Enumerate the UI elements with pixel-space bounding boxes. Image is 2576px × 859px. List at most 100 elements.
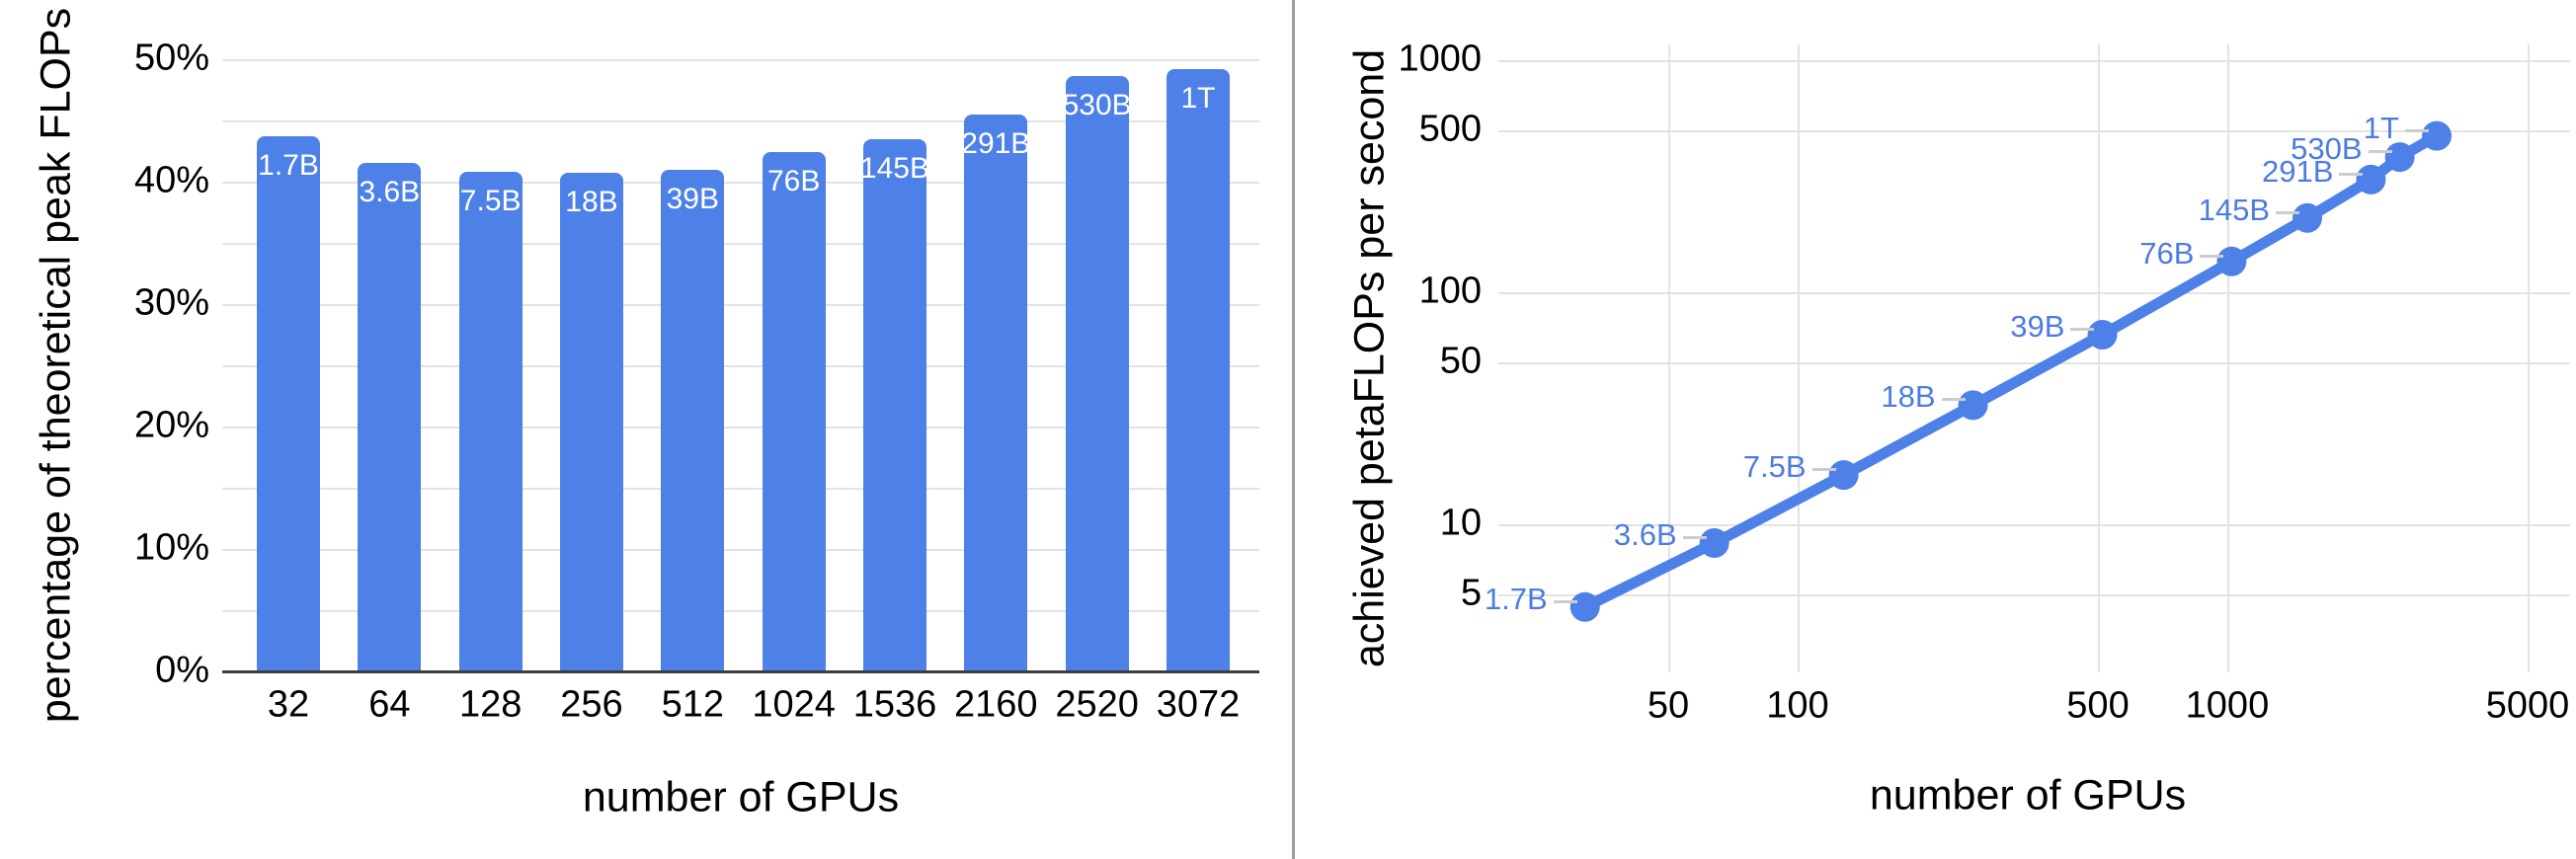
bar-value-label: 530B (1062, 89, 1132, 122)
bar-chart-gridline (222, 365, 1259, 367)
bar-value-label: 39B (666, 182, 720, 215)
bar-chart-y-tick-label: 20% (133, 404, 209, 446)
line-chart-y-tick-label: 50 (1439, 340, 1482, 382)
point-label-leader-dash (2276, 210, 2300, 214)
bar (257, 136, 320, 671)
bar-chart-x-tick-label: 1536 (852, 683, 937, 726)
point-label-leader-dash (2070, 328, 2095, 332)
panel-divider-line (1292, 0, 1295, 859)
bar-chart-x-tick-label: 32 (267, 683, 310, 726)
bar-chart-x-tick-label: 2160 (954, 683, 1038, 726)
point-label-leader-dash (2200, 254, 2224, 258)
bar-value-label: 3.6B (359, 176, 421, 209)
line-chart-gridline (2226, 44, 2229, 672)
line-chart-gridline (1668, 44, 1670, 672)
line-chart-y-tick-label: 1000 (1398, 38, 1482, 80)
bar (458, 172, 523, 671)
point-value-label: 291B (2262, 153, 2334, 189)
bar-chart-x-tick-label: 64 (368, 683, 411, 726)
point-label-leader-dash (1682, 536, 1707, 540)
bar-chart-y-tick-label: 0% (155, 649, 209, 691)
bar-chart-x-tick-label: 512 (661, 683, 725, 726)
bar-chart-x-tick-label: 128 (458, 683, 523, 726)
bar-chart-y-tick-label: 40% (133, 159, 209, 201)
point-value-label: 39B (2010, 309, 2065, 345)
data-point (2216, 246, 2247, 276)
point-value-label: 1.7B (1484, 581, 1548, 616)
data-point (1958, 390, 1988, 421)
data-point (2087, 320, 2118, 350)
point-label-leader-dash (2368, 150, 2392, 154)
line-chart-x-tick-label: 5000 (2485, 684, 2570, 727)
bar (964, 114, 1028, 671)
line-chart-gridline (1498, 524, 2570, 526)
bar-chart-gridline (222, 120, 1259, 122)
bar (762, 152, 826, 671)
bar-chart-gridline (222, 304, 1259, 306)
data-point (1828, 460, 1859, 491)
bar-chart-y-axis-title: percentage of theoretical peak FLOPs (32, 7, 80, 724)
bar-value-label: 1.7B (258, 149, 319, 183)
bar-chart-x-tick-label: 256 (560, 683, 623, 726)
bar-value-label: 291B (961, 126, 1031, 160)
line-chart-gridline (1498, 60, 2570, 62)
line-chart-y-tick-label: 5 (1460, 572, 1482, 614)
bar-value-label: 1T (1180, 81, 1216, 115)
bar (862, 138, 926, 671)
line-chart-gridline (1498, 129, 2570, 132)
data-point (1570, 591, 1600, 622)
bar-chart-gridline (222, 182, 1259, 184)
line-chart-gridline (1498, 292, 2570, 294)
point-value-label: 1T (2363, 110, 2399, 145)
bar-chart-gridline (222, 549, 1259, 551)
bar-chart-x-tick-label: 2520 (1055, 683, 1139, 726)
point-value-label: 145B (2198, 192, 2271, 227)
line-chart-y-tick-label: 100 (1418, 270, 1482, 312)
line-chart-gridline (1498, 361, 2570, 364)
point-label-leader-dash (1553, 599, 1577, 603)
series-line (1579, 130, 2443, 613)
line-chart-y-tick-label: 10 (1439, 502, 1482, 544)
data-point (2293, 202, 2322, 233)
point-value-label: 76B (2139, 235, 2195, 271)
bar (661, 169, 725, 671)
point-value-label: 530B (2291, 131, 2363, 167)
bar-chart-gridline (222, 427, 1259, 429)
bar (1166, 68, 1230, 671)
bar-chart-x-tick-label: 3072 (1156, 683, 1241, 726)
point-value-label: 18B (1881, 379, 1936, 415)
bar-chart-x-axis-title: number of GPUs (582, 773, 900, 821)
bar-chart-y-tick-label: 50% (133, 37, 209, 79)
line-chart-gridline (1498, 593, 2570, 596)
bar-chart-gridline (222, 610, 1259, 612)
line-chart-y-axis-title: achieved petaFLOPs per second (1345, 48, 1394, 668)
line-chart-y-tick-label: 500 (1418, 108, 1482, 150)
point-label-leader-dash (1941, 398, 1966, 402)
bar (1065, 76, 1129, 671)
line-chart-gridline (1797, 44, 1800, 672)
bar (559, 173, 623, 671)
point-label-leader-dash (2404, 128, 2429, 132)
line-chart-x-tick-label: 1000 (2185, 684, 2270, 727)
point-value-label: 7.5B (1742, 449, 1807, 485)
bar (358, 163, 422, 671)
line-chart-x-tick-label: 50 (1647, 684, 1690, 727)
point-label-leader-dash (2339, 172, 2364, 176)
bar-chart-y-tick-label: 30% (133, 281, 209, 324)
line-chart-gridline (2098, 44, 2100, 672)
line-chart-x-tick-label: 500 (2066, 684, 2130, 727)
bar-chart-x-tick-label: 1024 (752, 683, 836, 726)
bar-chart-gridline (222, 488, 1259, 490)
line-chart-x-axis-title: number of GPUs (1869, 771, 2187, 820)
bar-value-label: 7.5B (459, 185, 522, 218)
bar-value-label: 145B (859, 151, 930, 185)
line-chart-x-tick-label: 100 (1766, 684, 1829, 727)
data-point (2356, 164, 2386, 195)
bar-value-label: 18B (565, 186, 618, 219)
data-point (1699, 528, 1730, 558)
point-label-leader-dash (1811, 468, 1836, 472)
point-value-label: 3.6B (1613, 517, 1677, 553)
bar-chart-gridline (222, 243, 1259, 245)
